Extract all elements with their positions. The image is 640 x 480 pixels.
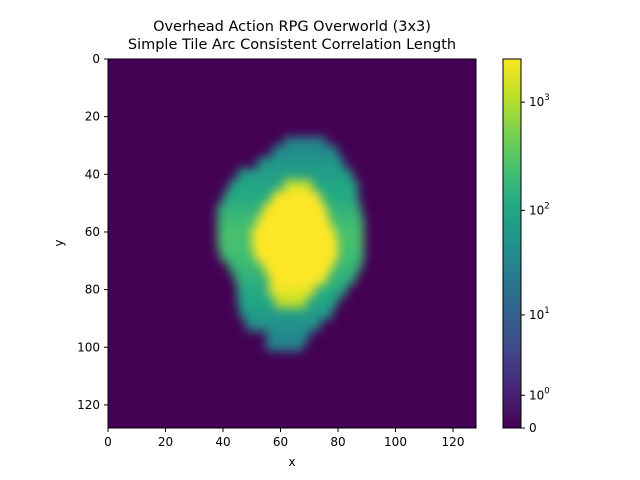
y-tick-label: 20 xyxy=(85,110,100,124)
y-tick-label: 100 xyxy=(77,340,100,354)
colorbar-tick-label: 103 xyxy=(529,93,550,109)
y-tick-label: 40 xyxy=(85,167,100,181)
heatmap-blob-row xyxy=(257,157,344,170)
x-axis-label: x xyxy=(288,455,295,469)
heatmap-core-row xyxy=(271,191,321,205)
chart-title-line1: Overhead Action RPG Overworld (3x3) xyxy=(153,19,431,35)
heatmap-plot-area xyxy=(107,58,477,429)
heatmap-core-row xyxy=(251,226,336,239)
y-axis-label: y xyxy=(52,239,66,246)
heatmap-blob-row xyxy=(266,338,304,352)
heatmap-blob-row xyxy=(246,318,321,331)
x-tick-label: 100 xyxy=(384,435,407,449)
y-axis-ticks: 0 20 40 60 80 100 120 xyxy=(77,52,108,412)
heatmap-core-row xyxy=(263,203,327,216)
colorbar-tick-label: 102 xyxy=(529,201,550,217)
y-tick-label: 60 xyxy=(85,225,100,239)
heatmap-core-row xyxy=(283,180,313,193)
y-tick-label: 120 xyxy=(77,398,100,412)
heatmap-blob-row xyxy=(237,168,353,182)
colorbar-ticks: 0 100 101 102 103 xyxy=(521,93,550,435)
plot-frame xyxy=(107,58,477,429)
y-tick-label: 80 xyxy=(85,283,100,297)
chart-title-line2: Simple Tile Arc Consistent Correlation L… xyxy=(128,37,456,53)
heatmap-core-row xyxy=(251,237,338,251)
heatmap-core-row xyxy=(269,283,315,297)
y-tick-label: 0 xyxy=(92,52,100,66)
x-axis-ticks: 0 20 40 60 80 100 120 xyxy=(104,428,464,449)
x-tick-label: 120 xyxy=(442,435,465,449)
heatmap-blob-row xyxy=(240,306,333,320)
colorbar-tick-label: 100 xyxy=(529,386,550,402)
heatmap-core-row xyxy=(269,272,327,285)
heatmap-core-row xyxy=(263,260,333,274)
heatmap-core-row xyxy=(274,295,307,308)
heatmap-blob-row xyxy=(271,145,338,159)
x-tick-label: 0 xyxy=(104,435,112,449)
colorbar-tick-label: 101 xyxy=(529,306,550,322)
x-tick-label: 20 xyxy=(158,435,173,449)
x-tick-label: 80 xyxy=(330,435,345,449)
colorbar-tick-label: 0 xyxy=(529,421,537,435)
heatmap-core-row xyxy=(254,249,338,262)
heatmap-core-row xyxy=(257,214,330,228)
colorbar: 0 100 101 102 103 xyxy=(502,58,550,435)
x-tick-label: 40 xyxy=(215,435,230,449)
x-tick-label: 60 xyxy=(273,435,288,449)
colorbar-gradient xyxy=(502,58,522,429)
